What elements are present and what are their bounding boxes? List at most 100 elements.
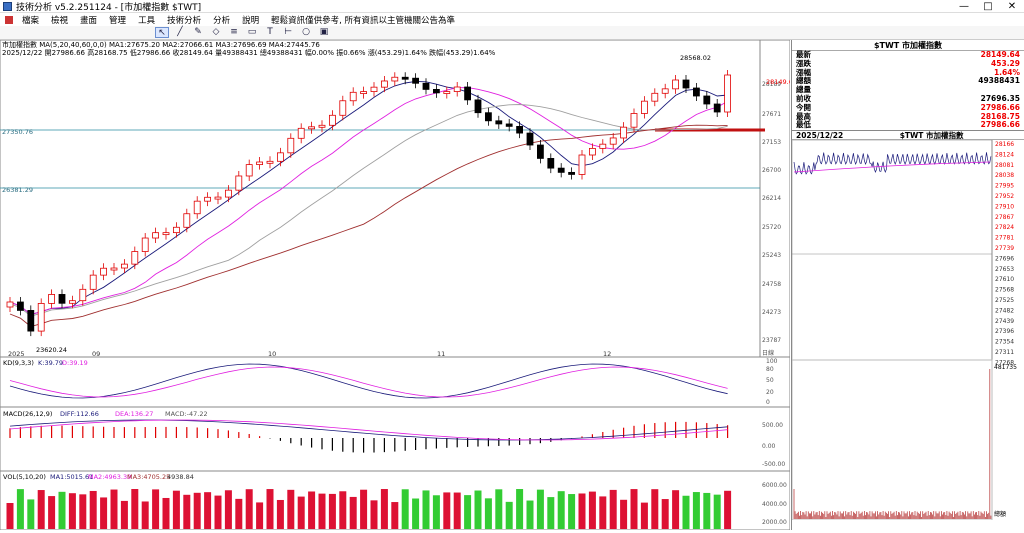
vol-current: 4938.84 (167, 473, 194, 481)
intraday-price-line (792, 152, 992, 255)
volume-bar (651, 489, 659, 529)
shape-icon[interactable]: ◇ (212, 27, 220, 37)
candle-body (360, 91, 368, 94)
volume-bar (640, 502, 648, 529)
macd-axis-tick: -500.00 (762, 461, 785, 468)
quote-row: 最低 27986.66 (796, 120, 1020, 130)
pen-icon[interactable]: ✎ (194, 27, 202, 37)
price-axis: 28189 27671 27153 26700 26214 25720 25243 24758… (762, 81, 781, 357)
text-icon[interactable]: T (267, 27, 273, 37)
intraday-axis-tick: 27995 (995, 183, 1014, 190)
cursor-icon[interactable]: ↖ (155, 27, 169, 38)
app-menu-icon[interactable] (5, 15, 13, 24)
chart-area[interactable]: 27350.76 26381.29 28189 27671 27153 26700 26… (0, 39, 793, 531)
volume-bar (724, 490, 732, 529)
candle-body (193, 200, 201, 215)
minimize-button[interactable]: — (959, 1, 969, 12)
candle-body (641, 100, 648, 114)
macd-line (9, 419, 728, 441)
quote-row: 漲跌 453.29 (796, 58, 1020, 68)
candles (6, 70, 731, 337)
candle-body (422, 82, 430, 90)
volume-bar (110, 489, 118, 529)
quote-row: 最高 28168.75 (796, 111, 1020, 121)
fib-icon[interactable]: ≡ (230, 27, 238, 37)
volume-bar (308, 491, 316, 529)
candle-body (484, 112, 492, 122)
intraday-axis-tick: 28124 (995, 152, 1014, 159)
candle-body (152, 232, 160, 239)
vol-ma2: MA2:4963.39 (88, 473, 131, 481)
candle-body (183, 213, 191, 228)
macd-axis-tick: 500.00 (762, 422, 783, 429)
title-bar: 技術分析 v5.2.251124 - [市加權指數 $TWT] — □ ✕ (0, 0, 1024, 13)
volume-bar (661, 499, 669, 529)
candle-body (464, 86, 472, 101)
volume-axis: 6000.00 4000.00 2000.00 (762, 482, 787, 526)
price-panel-frame (0, 39, 791, 358)
intraday-axis-tick: 27739 (995, 245, 1014, 252)
candle-body (79, 288, 87, 302)
ruler-icon[interactable]: ⊢ (284, 27, 292, 37)
candle-body (48, 294, 55, 304)
candle-body (401, 76, 409, 80)
intraday-price-axis: 28166 28124 28081 28038 27995 27952 27910 27867… (995, 141, 1014, 366)
candle-body (505, 123, 513, 127)
candle-body (474, 99, 482, 114)
quote-sidebar: $TWT 市加權指數 最新 28149.64 漲跌 453.29 漲幅 1.64% 總… (791, 40, 1024, 530)
volume-bar (152, 489, 160, 529)
candle-body (245, 164, 253, 177)
menu-technical[interactable]: 技術分析 (167, 15, 202, 26)
close-button[interactable]: ✕ (1007, 1, 1017, 12)
menu-analysis[interactable]: 分析 (213, 15, 231, 26)
volume-bar (682, 495, 690, 529)
menu-file[interactable]: 檔案 (22, 15, 40, 26)
maximize-button[interactable]: □ (983, 1, 993, 12)
volume-bar (484, 498, 492, 529)
candle-body (724, 74, 731, 113)
price-axis-tick: 24273 (762, 309, 781, 316)
ma-line (9, 87, 728, 315)
price-axis-tick: 25243 (762, 252, 781, 259)
candle-body (328, 114, 336, 126)
circle-icon[interactable]: ○ (302, 27, 310, 37)
vol-label: VOL(5,10,20) (3, 473, 46, 481)
intraday-axis-tick: 27824 (995, 224, 1014, 231)
x-axis-tick: 11 (437, 350, 445, 358)
candle-body (412, 77, 420, 84)
macd-dea: DEA:136.27 (115, 410, 153, 418)
menu-help[interactable]: 說明 (242, 15, 260, 26)
kd-panel-frame (0, 356, 791, 408)
intraday-axis-tick: 27439 (995, 318, 1014, 325)
candle-body (713, 103, 721, 113)
rect-icon[interactable]: ▭ (247, 27, 257, 37)
intraday-volume-bars (793, 369, 992, 520)
line-tool-icon[interactable]: ╱ (177, 27, 183, 37)
candle-body (516, 125, 523, 134)
menu-tools[interactable]: 工具 (138, 15, 156, 26)
candle-body (391, 76, 399, 82)
quote-row: 總額 49388431 (796, 76, 1020, 86)
save-icon[interactable]: ▣ (319, 27, 329, 37)
candle-body (89, 274, 97, 290)
app-icon (3, 1, 12, 11)
vol-ma3: MA3:4705.25 (127, 473, 170, 481)
menu-view[interactable]: 檢視 (51, 15, 69, 26)
price-axis-tick: 25720 (762, 224, 781, 231)
menu-screen[interactable]: 畫面 (80, 15, 98, 26)
candle-body (308, 126, 316, 130)
candle-body (16, 301, 24, 311)
x-axis-tick: 12 (603, 350, 611, 358)
volume-bar (58, 491, 66, 529)
intraday-axis-tick: 27696 (995, 256, 1014, 263)
candle-body (620, 126, 627, 139)
candle-body (224, 189, 232, 198)
volume-bar (630, 489, 638, 529)
intraday-chart[interactable]: 28166 28124 28081 28038 27995 27952 27910 27867… (791, 139, 1024, 521)
candle-body (443, 91, 451, 94)
candlestick-chart[interactable]: 27350.76 26381.29 28189 27671 27153 26700 26… (0, 39, 793, 531)
menu-manage[interactable]: 管理 (109, 15, 127, 26)
volume-bar (578, 493, 586, 529)
price-axis-tick: 24758 (762, 281, 781, 288)
intraday-avg-line (793, 161, 991, 173)
